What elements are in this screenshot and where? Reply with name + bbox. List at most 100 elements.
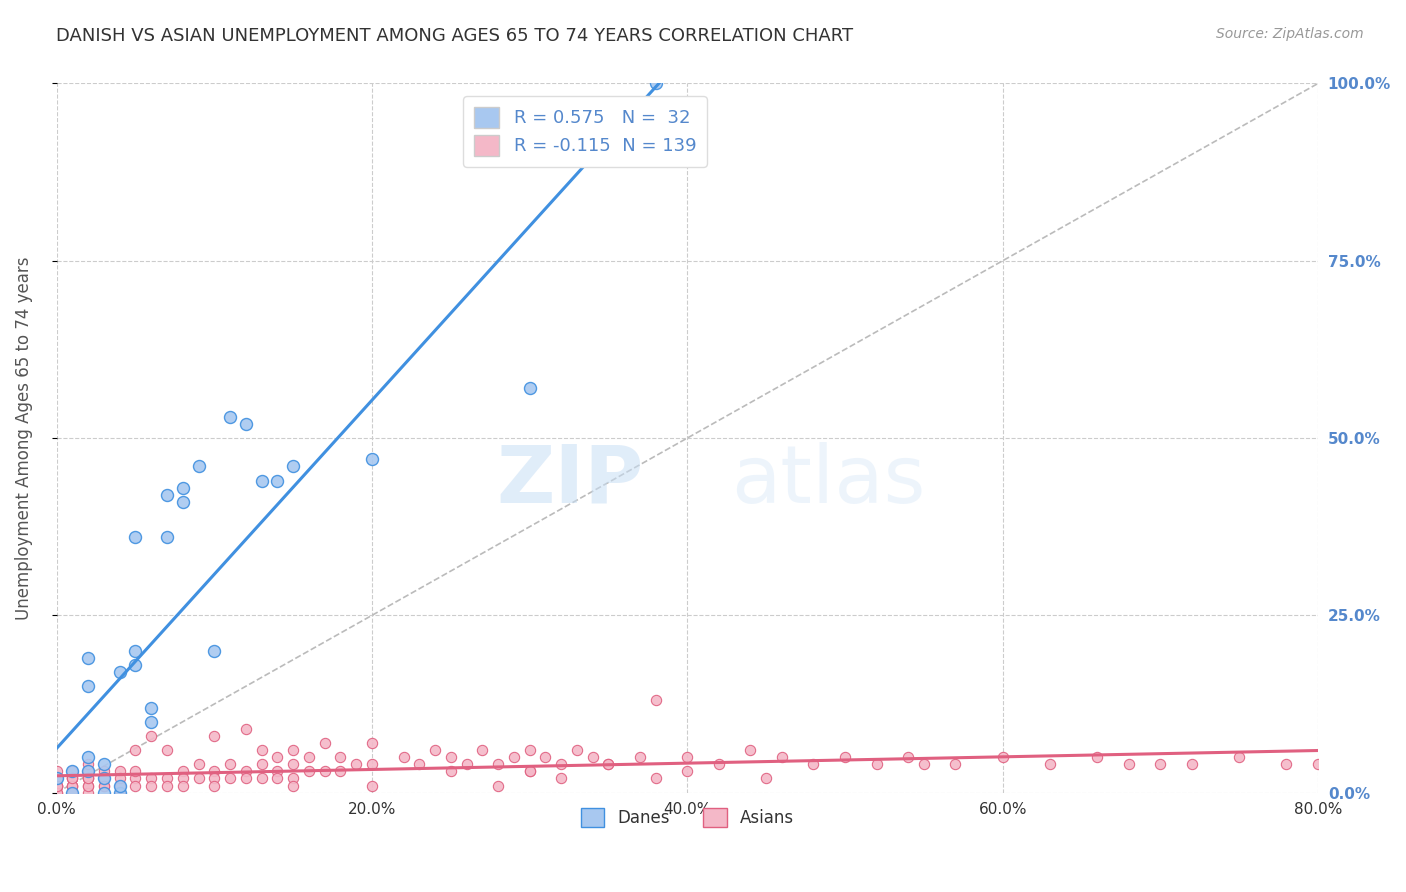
- Point: [250, 474, 273, 488]
- Point: [108, 665, 131, 679]
- Point: [202, 779, 225, 793]
- Point: [156, 488, 179, 502]
- Point: [1149, 757, 1171, 772]
- Point: [45, 772, 67, 786]
- Point: [77, 764, 100, 779]
- Point: [156, 779, 179, 793]
- Point: [187, 459, 209, 474]
- Point: [172, 779, 194, 793]
- Point: [235, 417, 257, 431]
- Point: [172, 481, 194, 495]
- Point: [156, 530, 179, 544]
- Point: [456, 757, 478, 772]
- Point: [361, 736, 384, 750]
- Point: [219, 757, 242, 772]
- Point: [1181, 757, 1204, 772]
- Point: [45, 764, 67, 779]
- Point: [281, 779, 304, 793]
- Point: [124, 779, 146, 793]
- Point: [60, 764, 83, 779]
- Point: [156, 743, 179, 757]
- Point: [77, 750, 100, 764]
- Point: [60, 786, 83, 800]
- Point: [502, 750, 524, 764]
- Point: [707, 757, 730, 772]
- Point: [45, 786, 67, 800]
- Point: [141, 729, 163, 743]
- Point: [77, 772, 100, 786]
- Point: [108, 779, 131, 793]
- Point: [60, 764, 83, 779]
- Point: [45, 772, 67, 786]
- Point: [644, 693, 666, 707]
- Point: [266, 750, 288, 764]
- Point: [471, 743, 494, 757]
- Point: [60, 779, 83, 793]
- Point: [108, 779, 131, 793]
- Point: [60, 772, 83, 786]
- Point: [314, 764, 336, 779]
- Point: [124, 530, 146, 544]
- Point: [93, 779, 115, 793]
- Point: [755, 772, 778, 786]
- Point: [77, 679, 100, 693]
- Point: [519, 764, 541, 779]
- Point: [93, 772, 115, 786]
- Point: [60, 779, 83, 793]
- Point: [770, 750, 793, 764]
- Point: [124, 764, 146, 779]
- Point: [676, 764, 699, 779]
- Point: [235, 722, 257, 736]
- Point: [108, 786, 131, 800]
- Point: [108, 772, 131, 786]
- Point: [281, 459, 304, 474]
- Point: [281, 772, 304, 786]
- Point: [93, 772, 115, 786]
- Point: [45, 779, 67, 793]
- Point: [803, 757, 825, 772]
- Point: [1039, 757, 1062, 772]
- Point: [202, 729, 225, 743]
- Point: [235, 772, 257, 786]
- Point: [93, 772, 115, 786]
- Point: [486, 779, 509, 793]
- Text: ZIP: ZIP: [496, 442, 643, 520]
- Point: [108, 786, 131, 800]
- Point: [60, 772, 83, 786]
- Point: [598, 757, 620, 772]
- Point: [440, 750, 463, 764]
- Point: [77, 779, 100, 793]
- Point: [60, 779, 83, 793]
- Point: [77, 651, 100, 665]
- Point: [93, 757, 115, 772]
- Point: [266, 474, 288, 488]
- Point: [250, 757, 273, 772]
- Point: [314, 736, 336, 750]
- Point: [60, 786, 83, 800]
- Point: [897, 750, 920, 764]
- Point: [281, 743, 304, 757]
- Point: [45, 772, 67, 786]
- Point: [45, 779, 67, 793]
- Point: [60, 786, 83, 800]
- Point: [219, 772, 242, 786]
- Point: [519, 743, 541, 757]
- Point: [991, 750, 1014, 764]
- Point: [202, 772, 225, 786]
- Point: [124, 658, 146, 673]
- Point: [250, 772, 273, 786]
- Point: [565, 743, 588, 757]
- Point: [298, 750, 321, 764]
- Point: [644, 77, 666, 91]
- Point: [187, 772, 209, 786]
- Point: [156, 772, 179, 786]
- Point: [440, 764, 463, 779]
- Point: [266, 764, 288, 779]
- Point: [1227, 750, 1250, 764]
- Point: [266, 772, 288, 786]
- Point: [93, 764, 115, 779]
- Point: [202, 644, 225, 658]
- Point: [408, 757, 430, 772]
- Point: [172, 764, 194, 779]
- Point: [77, 764, 100, 779]
